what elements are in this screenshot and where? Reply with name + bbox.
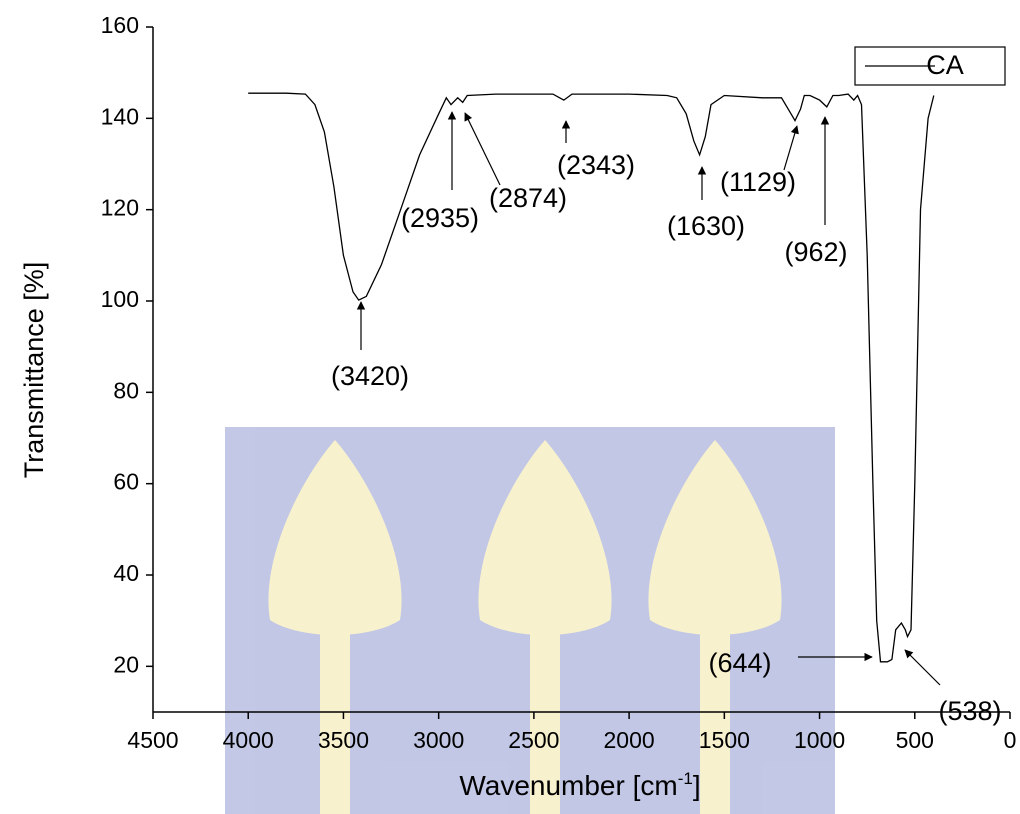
annotation-arrow — [783, 125, 799, 171]
annotation: (3420) — [331, 361, 409, 391]
data-line — [248, 92, 935, 663]
x-tick-label: 4500 — [127, 727, 178, 753]
x-title-end: ] — [693, 770, 701, 801]
annotation-arrow — [904, 649, 941, 686]
x-tick-label: 2000 — [604, 727, 655, 753]
y-tick-label: 80 — [113, 377, 139, 403]
annotation: (2874) — [489, 183, 567, 213]
annotation: (538) — [938, 696, 1001, 726]
y-tick-label: 120 — [101, 195, 139, 221]
x-axis-title: Wavenumber [cm-1] — [459, 769, 700, 801]
y-tick-label: 160 — [101, 12, 139, 38]
annotation: (962) — [784, 237, 847, 267]
annotation-arrow — [464, 112, 501, 186]
y-tick-label: 100 — [101, 286, 139, 312]
y-tick-label: 40 — [113, 560, 139, 586]
x-tick-label: 3500 — [318, 727, 369, 753]
y-tick-label: 20 — [113, 651, 139, 677]
x-title-main: Wavenumber [cm — [459, 770, 677, 801]
x-tick-label: 1500 — [699, 727, 750, 753]
x-tick-label: 4000 — [223, 727, 274, 753]
x-tick-label: 2500 — [508, 727, 559, 753]
annotation: (1129) — [720, 167, 796, 197]
x-title-sup: -1 — [678, 769, 693, 788]
x-tick-label: 0 — [1004, 727, 1017, 753]
annotation: (1630) — [667, 211, 745, 241]
legend-label: CA — [926, 50, 964, 80]
x-tick-label: 1000 — [794, 727, 845, 753]
y-tick-label: 140 — [101, 103, 139, 129]
annotation: (644) — [708, 648, 771, 678]
x-tick-label: 3000 — [413, 727, 464, 753]
watermark — [225, 427, 835, 814]
x-tick-label: 500 — [896, 727, 934, 753]
y-axis-title: Transmittance [%] — [19, 262, 49, 479]
annotation: (2343) — [557, 150, 635, 180]
y-tick-label: 60 — [113, 469, 139, 495]
annotation: (2935) — [401, 203, 479, 233]
